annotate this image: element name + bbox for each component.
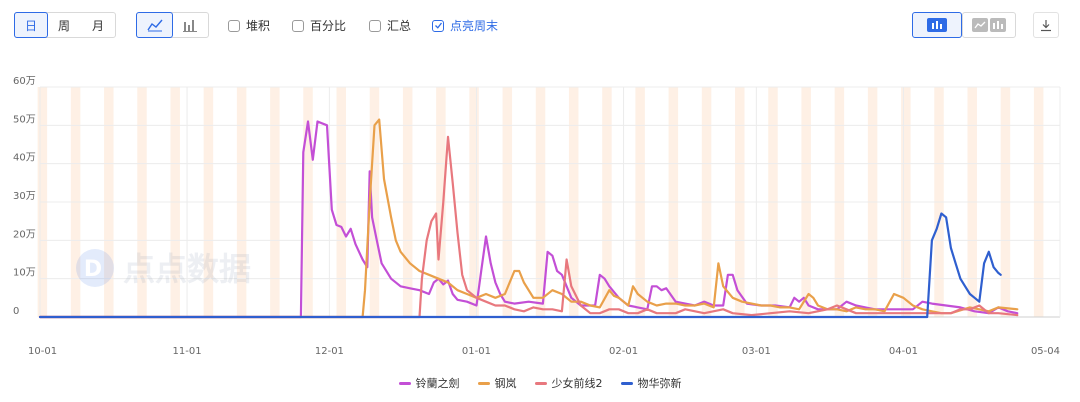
x-tick-label: 12-01 — [315, 346, 344, 357]
period-month-option[interactable]: 月 — [91, 18, 104, 33]
stack-label: 堆积 — [246, 19, 271, 33]
y-tick-label: 30万 — [13, 191, 36, 202]
legend-item[interactable]: 铃蘭之劍 — [398, 375, 460, 391]
view-bars-button[interactable] — [912, 12, 962, 38]
y-tick-label: 10万 — [13, 268, 36, 279]
x-axis-labels: 10-01 11-01 12-01 01-01 02-01 03-01 04-01 05-04 — [28, 346, 1060, 357]
series-lines — [38, 118, 1019, 319]
checkbox-box — [432, 19, 444, 32]
checkbox-box — [292, 19, 304, 32]
line-chart-option[interactable] — [136, 12, 173, 38]
x-tick-label: 10-01 — [28, 346, 57, 357]
chart-type-selector — [136, 12, 209, 38]
line-chart-icon — [146, 19, 163, 32]
legend-label: 钢岚 — [494, 377, 517, 390]
legend-swatch — [620, 381, 633, 385]
x-tick-label: 02-01 — [609, 346, 638, 357]
weekend-highlight-checkbox[interactable]: 点亮周末 — [432, 17, 498, 34]
watermark: D 点点数据 — [76, 249, 251, 288]
checkbox-box — [228, 19, 240, 32]
summary-checkbox[interactable]: 汇总 — [369, 17, 411, 34]
legend-swatch — [477, 381, 490, 385]
download-button[interactable] — [1033, 12, 1059, 38]
x-tick-label: 05-04 — [1031, 346, 1060, 357]
series-line-少女前线2[interactable] — [38, 135, 1019, 319]
combo-view-icon — [972, 18, 1006, 32]
y-axis-labels: 60万 50万 40万 30万 20万 10万 0 — [13, 76, 36, 317]
series-line-物华弥新[interactable] — [38, 212, 1002, 319]
y-tick-label: 40万 — [13, 153, 36, 164]
period-week-option[interactable]: 周 — [57, 18, 70, 33]
legend-label: 铃蘭之劍 — [415, 377, 460, 390]
bar-view-icon — [927, 18, 947, 32]
period-selector: 日 周 月 — [14, 12, 116, 38]
checkbox-box — [369, 19, 381, 32]
x-tick-label: 11-01 — [173, 346, 202, 357]
y-tick-label: 50万 — [13, 114, 36, 125]
legend-item[interactable]: 钢岚 — [477, 375, 517, 391]
legend-swatch — [534, 381, 547, 385]
legend-label: 物华弥新 — [637, 377, 682, 390]
watermark-text: 点点数据 — [123, 250, 251, 288]
series-line-钢岚[interactable] — [38, 118, 1019, 319]
watermark-logo-icon — [76, 249, 114, 287]
y-tick-label: 0 — [13, 306, 19, 317]
summary-label: 汇总 — [387, 19, 412, 33]
legend-label: 少女前线2 — [551, 377, 603, 390]
check-icon — [434, 22, 442, 29]
legend: 铃蘭之劍 钢岚 少女前线2 物华弥新 — [0, 375, 1080, 391]
stack-checkbox[interactable]: 堆积 — [228, 17, 270, 34]
watermark-logo-letter: D — [84, 257, 102, 282]
legend-swatch — [398, 381, 411, 385]
legend-item[interactable]: 少女前线2 — [534, 375, 603, 391]
legend-item[interactable]: 物华弥新 — [620, 375, 682, 391]
weekend-highlight-label: 点亮周末 — [450, 19, 499, 33]
toolbar: 日 周 月 堆积 百分比 汇总 — [0, 0, 1080, 52]
period-day-option[interactable]: 日 — [14, 12, 48, 38]
download-icon — [1041, 19, 1051, 31]
line-chart: D 点点数据 60万 50万 40万 30万 20万 10万 0 10-01 11-01 12-… — [13, 76, 1061, 357]
x-tick-label: 04-01 — [889, 346, 918, 357]
bar-chart-option[interactable] — [172, 13, 208, 37]
percent-label: 百分比 — [310, 19, 347, 33]
y-tick-label: 60万 — [13, 76, 36, 87]
percent-checkbox[interactable]: 百分比 — [292, 17, 346, 34]
x-tick-label: 01-01 — [462, 346, 491, 357]
x-tick-label: 03-01 — [742, 346, 771, 357]
view-combo-button[interactable] — [962, 12, 1016, 38]
bar-chart-icon — [183, 20, 197, 32]
y-tick-label: 20万 — [13, 229, 36, 240]
